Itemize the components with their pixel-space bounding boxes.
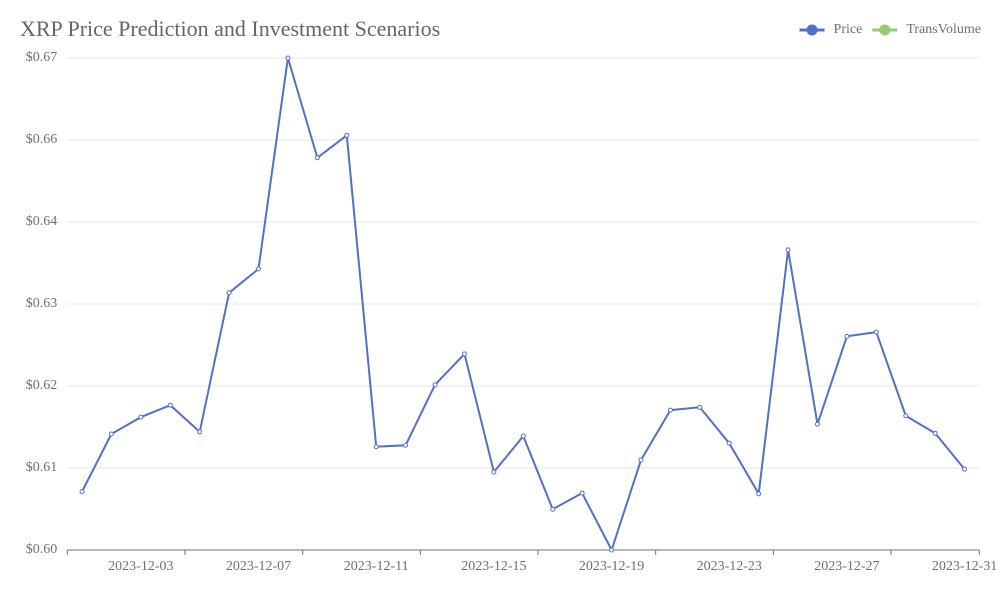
y-tick-label: $0.64 xyxy=(26,214,58,229)
x-tick-label: 2023-12-27 xyxy=(814,559,879,574)
point xyxy=(844,333,850,339)
point xyxy=(962,466,968,472)
point xyxy=(667,407,673,413)
point xyxy=(314,155,320,161)
y-tick-label: $0.60 xyxy=(26,542,58,557)
point xyxy=(932,430,938,436)
point xyxy=(726,440,732,446)
point xyxy=(285,55,291,61)
x-tick-label: 2023-12-11 xyxy=(344,559,409,574)
legend-swatch-dot xyxy=(806,24,818,36)
x-tick-label: 2023-12-23 xyxy=(697,559,762,574)
x-tick-label: 2023-12-15 xyxy=(461,559,526,574)
point xyxy=(638,457,644,463)
point xyxy=(403,442,409,448)
point xyxy=(432,382,438,388)
point xyxy=(108,431,114,437)
point xyxy=(138,414,144,420)
y-tick-label: $0.67 xyxy=(26,50,58,65)
point xyxy=(167,402,173,408)
point xyxy=(873,329,879,335)
chart-title: XRP Price Prediction and Investment Scen… xyxy=(20,16,440,41)
point xyxy=(550,506,556,512)
point xyxy=(520,433,526,439)
point xyxy=(256,266,262,272)
legend-label: TransVolume xyxy=(906,22,981,37)
y-tick-label: $0.62 xyxy=(26,378,58,393)
point xyxy=(373,444,379,450)
x-tick-label: 2023-12-31 xyxy=(932,559,997,574)
point xyxy=(903,413,909,419)
point xyxy=(197,429,203,435)
x-tick-label: 2023-12-03 xyxy=(108,559,173,574)
point xyxy=(461,351,467,357)
y-tick-label: $0.61 xyxy=(26,460,58,475)
point xyxy=(785,247,791,253)
point xyxy=(814,421,820,427)
point xyxy=(344,132,350,138)
x-tick-label: 2023-12-07 xyxy=(226,559,291,574)
point xyxy=(756,491,762,497)
point xyxy=(609,547,615,553)
y-tick-label: $0.63 xyxy=(26,296,58,311)
point xyxy=(226,290,232,296)
legend-swatch-dot xyxy=(879,24,891,36)
point xyxy=(491,469,497,475)
legend-label: Price xyxy=(834,22,863,37)
point xyxy=(579,490,585,496)
x-tick-label: 2023-12-19 xyxy=(579,559,644,574)
y-tick-label: $0.66 xyxy=(26,132,58,147)
point xyxy=(79,489,85,495)
point xyxy=(697,404,703,410)
